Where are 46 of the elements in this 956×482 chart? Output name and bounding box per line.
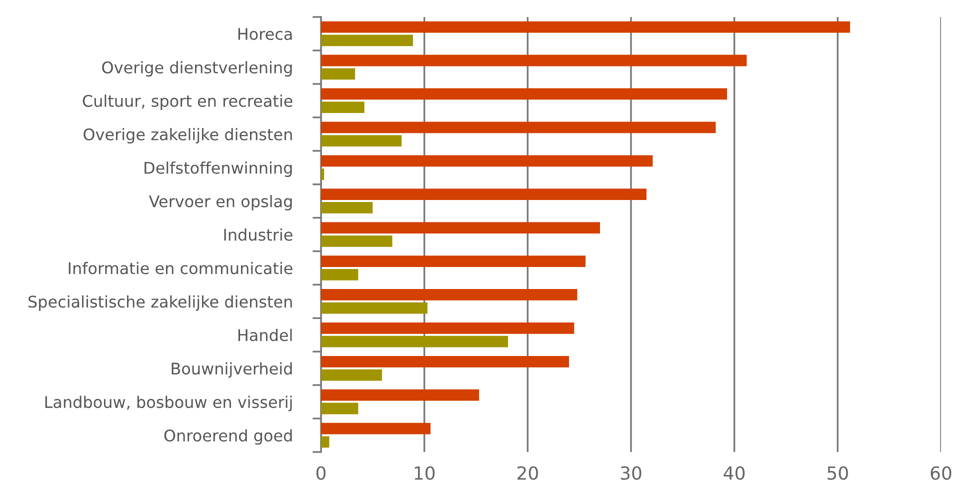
y-tick-label: Informatie en communicatie — [68, 262, 292, 274]
x-tick-label: 20 — [518, 466, 538, 480]
bar — [321, 256, 586, 267]
y-tick-label: Overige zakelijke diensten — [84, 128, 292, 144]
bar — [321, 336, 508, 348]
bar — [321, 54, 747, 66]
y-tick-label: Handel — [238, 328, 292, 342]
y-tick-label: Industrie — [224, 228, 292, 241]
y-tick-label: Landbouw, bosbouw en visserij — [45, 396, 292, 412]
y-tick-label: Specialistische zakelijke diensten — [28, 295, 292, 311]
bar — [321, 21, 850, 33]
bar — [321, 222, 600, 234]
bar — [321, 88, 728, 100]
bar — [321, 402, 358, 414]
bar — [321, 168, 324, 180]
y-tick-label: Horeca — [238, 28, 292, 40]
x-tick-label: 60 — [930, 466, 952, 480]
bar — [321, 135, 402, 146]
y-tick-label: Onroerend goed — [164, 429, 292, 445]
bar — [321, 369, 382, 381]
y-tick-label: Delfstoffenwinning — [144, 162, 292, 177]
bar — [321, 289, 578, 300]
y-tick-label: Bouwnijverheid — [172, 362, 292, 378]
x-tick-label: 30 — [620, 466, 642, 480]
bar — [321, 34, 413, 46]
bar — [321, 268, 358, 280]
bar — [321, 422, 431, 434]
bar — [321, 155, 653, 167]
bar — [321, 236, 392, 247]
bar — [321, 122, 716, 134]
bar — [321, 202, 373, 214]
y-tick-label: Cultuur, sport en recreatie — [82, 94, 292, 110]
x-tick-label: 40 — [724, 466, 745, 480]
x-tick-label: 50 — [828, 466, 848, 480]
x-tick-label: 10 — [414, 466, 435, 480]
x-tick-label: 0 — [316, 466, 326, 480]
y-tick-label: Overige dienstverlening — [102, 61, 292, 77]
bar — [321, 322, 574, 334]
y-tick-label: Vervoer en opslag — [148, 194, 292, 210]
bar — [321, 302, 428, 314]
bar — [321, 389, 480, 401]
bar — [321, 188, 646, 200]
bar — [321, 356, 569, 368]
bar — [321, 102, 364, 114]
bar — [321, 436, 330, 448]
bar — [321, 68, 356, 80]
